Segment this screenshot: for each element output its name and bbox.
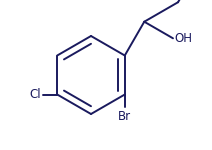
- Text: Br: Br: [118, 110, 131, 123]
- Text: Cl: Cl: [30, 88, 42, 101]
- Text: OH: OH: [174, 32, 192, 45]
